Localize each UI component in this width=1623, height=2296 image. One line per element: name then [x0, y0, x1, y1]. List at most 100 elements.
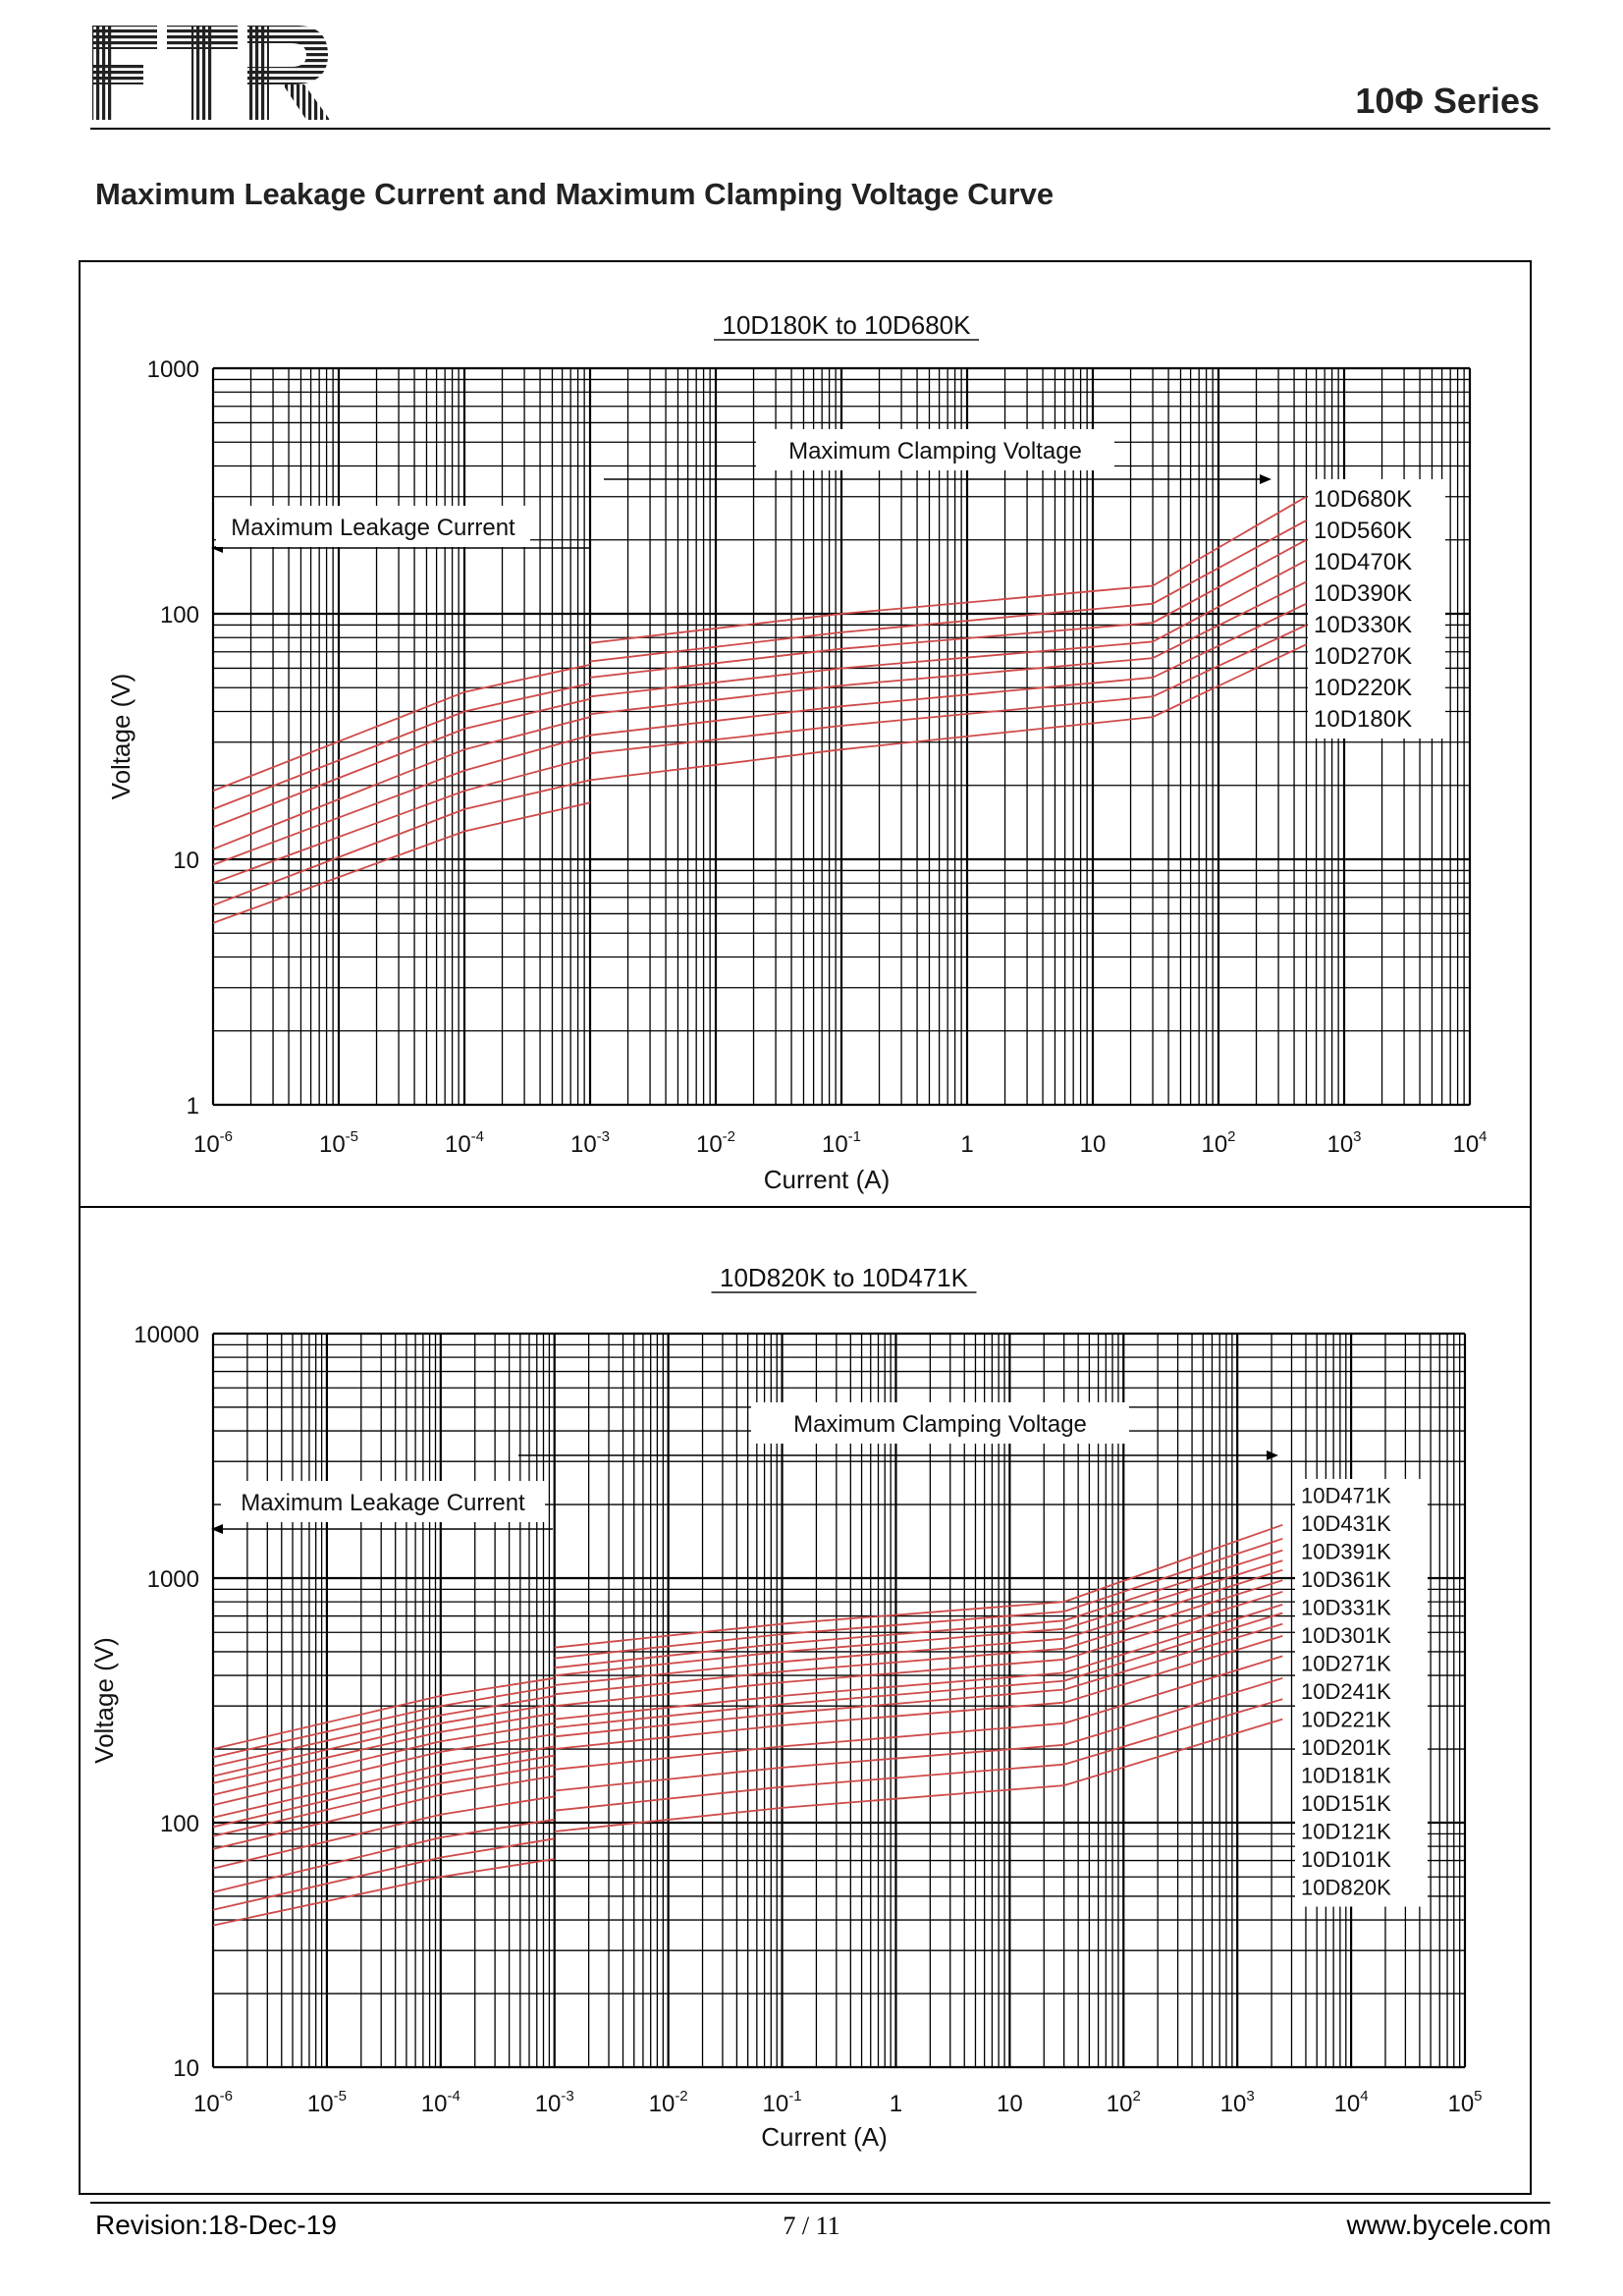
leakage-curve — [212, 1733, 555, 1806]
clamping-curve — [589, 602, 1307, 737]
leakage-arrowhead — [211, 1524, 223, 1534]
header-divider — [90, 128, 1550, 130]
clamping-curve — [554, 1559, 1283, 1676]
x-tick-label: 10-3 — [570, 1128, 610, 1158]
y-tick-label: 10 — [173, 2055, 199, 2082]
x-tick-label: 10-4 — [421, 2088, 460, 2117]
y-axis-label: Voltage (V) — [106, 674, 135, 800]
x-tick-label: 10-1 — [822, 1128, 861, 1158]
y-tick-label: 10000 — [134, 1322, 199, 1348]
leakage-curve — [212, 1703, 555, 1777]
leakage-curve — [212, 1722, 555, 1796]
footer-divider — [90, 2202, 1550, 2204]
legend-entry: 10D330K — [1314, 612, 1412, 638]
legend-entry: 10D221K — [1301, 1708, 1391, 1732]
chart-bottom: 10D820K to 10D471K 10 100 1000 10000 10-6 10-5… — [89, 1263, 1483, 2152]
page-number: 7 / 11 — [783, 2212, 840, 2240]
legend-entry: 10D820K — [1301, 1876, 1391, 1900]
leakage-curve — [212, 1754, 555, 1829]
clamping-curve — [554, 1718, 1283, 1832]
section-title: Maximum Leakage Current and Maximum Clam… — [95, 177, 1055, 211]
legend-entry: 10D271K — [1301, 1652, 1391, 1676]
legend-entry: 10D121K — [1301, 1820, 1391, 1844]
legend-entry: 10D151K — [1301, 1791, 1391, 1816]
clamping-arrowhead — [1267, 1450, 1278, 1460]
x-tick-label: 10-6 — [193, 2088, 233, 2117]
clamping-curve — [554, 1612, 1283, 1728]
x-axis-label: Current (A) — [764, 1165, 891, 1194]
chart-frame — [79, 260, 1532, 2195]
clamping-annotation: Maximum Clamping Voltage — [793, 1411, 1087, 1438]
y-tick-label: 1000 — [147, 356, 199, 383]
legend-entry: 10D270K — [1314, 643, 1412, 670]
legend-entry: 10D471K — [1301, 1484, 1391, 1508]
curves — [212, 495, 1307, 924]
grid — [211, 366, 1472, 1107]
y-tick-label: 10 — [173, 847, 199, 874]
leakage-curve — [212, 1795, 555, 1870]
x-tick-label: 104 — [1334, 2088, 1369, 2117]
legend-entry: 10D331K — [1301, 1596, 1391, 1620]
x-tick-label: 10-5 — [307, 2088, 347, 2117]
leakage-curve — [212, 801, 591, 924]
y-axis-label: Voltage (V) — [89, 1637, 119, 1764]
legend-entry: 10D431K — [1301, 1511, 1391, 1536]
legend-entry: 10D361K — [1301, 1567, 1391, 1592]
legend-entry: 10D180K — [1314, 706, 1412, 733]
x-tick-label: 102 — [1201, 1128, 1235, 1158]
clamping-curve — [554, 1590, 1283, 1708]
leakage-curve — [212, 756, 591, 885]
leakage-curve — [212, 1685, 555, 1759]
legend-box — [1308, 479, 1445, 738]
x-tick-label: 10 — [1080, 1131, 1107, 1158]
legend-entry: 10D391K — [1301, 1540, 1391, 1564]
legend-entry: 10D470K — [1314, 549, 1412, 575]
leakage-curve — [212, 1837, 555, 1911]
clamping-curve — [589, 495, 1307, 644]
clamping-curve — [589, 624, 1307, 755]
x-tick-label: 1 — [960, 1131, 973, 1158]
x-tick-label: 103 — [1220, 2088, 1255, 2117]
curves — [212, 1523, 1283, 1927]
clamping-curve — [554, 1604, 1283, 1721]
grid — [211, 1332, 1467, 2069]
y-tick-label: 1000 — [147, 1566, 199, 1593]
y-tick-label: 100 — [160, 602, 199, 629]
clamping-curve — [554, 1579, 1283, 1696]
leakage-label-box — [221, 1481, 545, 1522]
x-tick-label: 10 — [997, 2091, 1023, 2117]
clamping-curve — [554, 1676, 1283, 1792]
clamping-curve — [554, 1549, 1283, 1669]
clamping-curve — [589, 538, 1307, 679]
leakage-annotation: Maximum Leakage Current — [231, 515, 515, 541]
legend-entry: 10D680K — [1314, 486, 1412, 513]
x-tick-label: 10-1 — [763, 2088, 802, 2117]
series-title: 10Φ Series — [1355, 81, 1540, 121]
chart-title: 10D820K to 10D471K — [720, 1263, 969, 1292]
leakage-curve — [212, 1764, 555, 1837]
legend-entry: 10D560K — [1314, 518, 1412, 544]
x-tick-label: 103 — [1326, 1128, 1361, 1158]
clamping-curve — [554, 1698, 1283, 1812]
clamping-label-box — [751, 1402, 1129, 1444]
x-tick-label: 10-3 — [535, 2088, 574, 2117]
legend-entry: 10D241K — [1301, 1679, 1391, 1704]
legend-entry: 10D301K — [1301, 1623, 1391, 1648]
clamping-curve — [554, 1537, 1283, 1660]
clamping-arrowhead — [1260, 474, 1271, 484]
x-tick-label: 10-2 — [696, 1128, 735, 1158]
leakage-annotation: Maximum Leakage Current — [241, 1490, 525, 1516]
ftr-logo — [90, 24, 331, 129]
legend-entry: 10D101K — [1301, 1847, 1391, 1872]
x-tick-label: 10-6 — [193, 1128, 233, 1158]
y-tick-label: 1 — [187, 1093, 199, 1120]
clamping-curve — [589, 559, 1307, 698]
x-tick-label: 10-4 — [445, 1128, 484, 1158]
leakage-curve — [212, 697, 591, 829]
leakage-curve — [212, 1775, 555, 1850]
legend-box — [1295, 1479, 1428, 1907]
clamping-curve — [554, 1635, 1283, 1750]
website-link[interactable]: www.bycele.com — [1346, 2210, 1551, 2240]
x-tick-label: 104 — [1452, 1128, 1487, 1158]
clamping-curve — [554, 1655, 1283, 1771]
